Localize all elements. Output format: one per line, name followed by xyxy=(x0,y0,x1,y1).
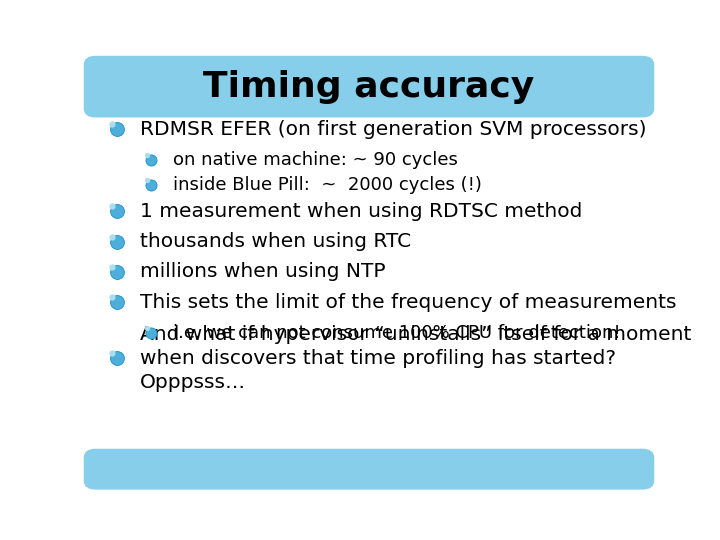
Text: millions when using NTP: millions when using NTP xyxy=(140,262,386,281)
Text: RDMSR EFER (on first generation SVM processors): RDMSR EFER (on first generation SVM proc… xyxy=(140,120,647,139)
Text: i.e. we can not consume 100% CPU for detection!: i.e. we can not consume 100% CPU for det… xyxy=(173,323,620,342)
FancyBboxPatch shape xyxy=(84,449,654,489)
Text: 1 measurement when using RDTSC method: 1 measurement when using RDTSC method xyxy=(140,201,582,221)
Text: This sets the limit of the frequency of measurements: This sets the limit of the frequency of … xyxy=(140,293,677,312)
Text: Timing accuracy: Timing accuracy xyxy=(203,70,535,104)
FancyBboxPatch shape xyxy=(84,57,654,117)
Text: on native machine: ~ 90 cycles: on native machine: ~ 90 cycles xyxy=(173,151,457,168)
Text: inside Blue Pill:  ~  2000 cycles (!): inside Blue Pill: ~ 2000 cycles (!) xyxy=(173,177,482,194)
Text: thousands when using RTC: thousands when using RTC xyxy=(140,232,411,251)
Text: And what if hypervisor “uninstalls” itself for a moment
when discovers that time: And what if hypervisor “uninstalls” itse… xyxy=(140,325,692,392)
